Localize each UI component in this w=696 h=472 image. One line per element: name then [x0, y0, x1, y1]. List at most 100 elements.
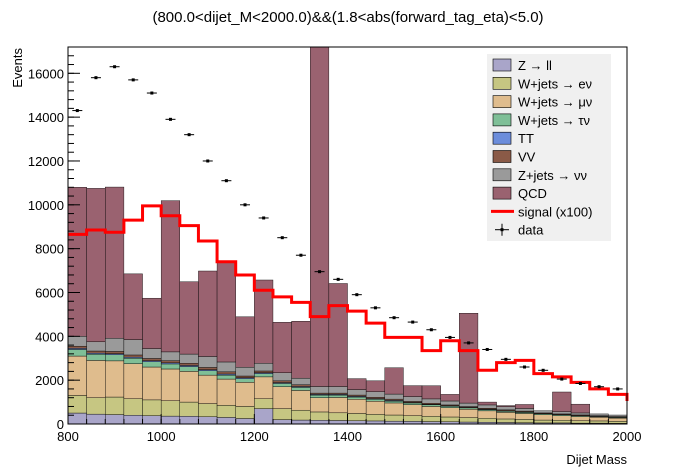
bar	[459, 402, 479, 407]
bar	[515, 413, 535, 420]
bar	[179, 281, 199, 355]
bar	[328, 397, 348, 414]
bar	[254, 363, 274, 372]
bar	[198, 270, 218, 357]
bar	[365, 414, 385, 422]
bar	[515, 404, 535, 409]
bar	[533, 414, 553, 421]
data-point	[411, 320, 415, 324]
bar	[142, 361, 162, 368]
x-tick-label: 1400	[333, 429, 362, 444]
bar	[160, 360, 181, 364]
bar	[589, 420, 609, 424]
bar	[310, 420, 330, 425]
bar	[216, 260, 236, 363]
bar	[552, 415, 572, 421]
bar	[105, 338, 125, 352]
bar	[440, 416, 460, 423]
legend-label: W+jets → μν	[518, 95, 592, 110]
bar	[310, 394, 330, 398]
legend-label: TT	[518, 131, 534, 146]
data-point	[224, 179, 228, 183]
bar	[440, 407, 460, 418]
data-point	[168, 117, 172, 121]
bar	[105, 351, 125, 354]
bar	[310, 46, 330, 387]
y-tick-label: 4000	[35, 329, 64, 344]
bar	[67, 345, 87, 349]
bar	[477, 410, 497, 419]
y-tick-label: 14000	[28, 110, 64, 125]
y-tick-label: 6000	[35, 285, 64, 300]
bar	[440, 406, 460, 408]
bar	[216, 405, 236, 418]
bar	[328, 420, 348, 425]
bar	[421, 385, 441, 400]
bar	[105, 354, 125, 362]
x-tick-label: 1000	[147, 429, 176, 444]
bar	[142, 415, 162, 425]
bar	[254, 408, 274, 425]
bar	[198, 370, 218, 376]
legend-label: Z → ll	[518, 58, 552, 73]
bar	[589, 417, 609, 422]
bar	[477, 404, 497, 409]
bar	[254, 373, 274, 378]
bar	[123, 398, 143, 416]
bar	[86, 350, 106, 354]
bar	[198, 356, 218, 368]
bar	[608, 414, 628, 417]
bar	[365, 401, 385, 415]
bar	[142, 348, 162, 359]
bar	[477, 401, 497, 406]
bar	[496, 418, 516, 423]
data-point	[318, 270, 322, 274]
bar	[608, 421, 628, 424]
data-point	[429, 328, 433, 332]
data-point	[392, 316, 396, 320]
legend-swatch	[492, 95, 512, 108]
bar	[142, 297, 162, 349]
bar	[291, 390, 311, 411]
bar	[533, 419, 553, 424]
bar	[608, 417, 628, 422]
bar	[198, 403, 218, 417]
bar	[421, 398, 441, 404]
data-point	[485, 347, 489, 351]
legend-label: VV	[518, 150, 536, 165]
data-point	[336, 277, 340, 281]
bar	[515, 408, 535, 412]
data-point	[131, 78, 135, 82]
bar	[291, 419, 311, 425]
x-tick-label: 2000	[613, 429, 642, 444]
bar	[347, 396, 367, 400]
bar	[105, 186, 125, 339]
y-tick-label: 0	[57, 417, 64, 432]
bar	[440, 394, 460, 402]
stacked-histograms	[67, 46, 628, 425]
bar	[291, 321, 311, 379]
data-point	[373, 306, 377, 310]
bar	[142, 358, 162, 361]
bar	[272, 419, 292, 425]
bar	[216, 374, 236, 380]
bar	[160, 400, 181, 417]
data-point	[262, 216, 266, 220]
bar	[254, 376, 274, 399]
bar	[552, 391, 572, 412]
data-point	[299, 253, 303, 257]
bar	[440, 400, 460, 406]
bar	[86, 413, 106, 425]
legend-swatch	[492, 168, 512, 182]
bar	[160, 415, 181, 425]
bar	[310, 397, 330, 413]
bar	[123, 358, 143, 364]
bar	[67, 412, 87, 425]
x-tick-label: 1800	[519, 429, 548, 444]
legend-label: Z+jets → νν	[518, 168, 587, 183]
bar	[328, 283, 348, 387]
data-point	[113, 65, 117, 69]
bar	[459, 407, 479, 410]
x-tick-label: 1600	[426, 429, 455, 444]
bar	[552, 420, 572, 424]
